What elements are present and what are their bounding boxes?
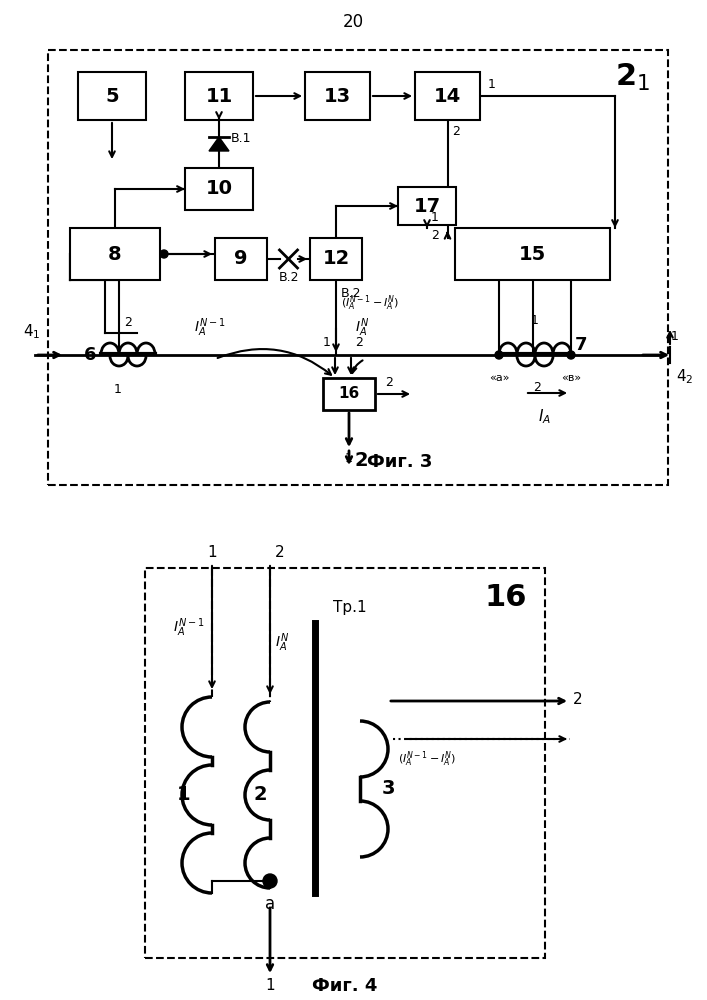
Circle shape: [263, 874, 277, 888]
Text: $4_2$: $4_2$: [676, 367, 694, 386]
Text: В.2: В.2: [341, 287, 361, 300]
Text: 3: 3: [381, 780, 395, 798]
Text: Фиг. 4: Фиг. 4: [312, 977, 378, 995]
Text: 9: 9: [234, 249, 247, 268]
Text: Тр.1: Тр.1: [333, 600, 367, 615]
Bar: [310, 238, 362, 280]
Text: 15: 15: [519, 244, 546, 263]
Text: $(I_A^{N-1}-I_A^N)$: $(I_A^{N-1}-I_A^N)$: [341, 293, 399, 313]
Text: 2: 2: [452, 125, 460, 138]
Text: $4_1$: $4_1$: [23, 322, 41, 341]
Text: В.2: В.2: [279, 271, 299, 284]
Text: 2: 2: [431, 229, 439, 242]
Text: $I_A^{N}$: $I_A^{N}$: [275, 632, 289, 654]
Text: 1: 1: [207, 545, 217, 560]
Text: 1: 1: [671, 330, 679, 343]
FancyArrowPatch shape: [351, 360, 363, 373]
Text: 2: 2: [354, 450, 368, 470]
Bar: [78, 72, 146, 120]
Text: 5: 5: [105, 87, 119, 105]
Text: 2: 2: [275, 545, 285, 560]
Bar: [455, 228, 610, 280]
Circle shape: [495, 351, 503, 359]
Bar: [185, 72, 253, 120]
Bar: [70, 228, 160, 280]
Bar: [305, 72, 370, 120]
Text: 13: 13: [324, 87, 351, 105]
Text: a: a: [265, 895, 275, 913]
Bar: [48, 50, 668, 485]
Text: 1: 1: [345, 452, 353, 465]
Text: 2: 2: [124, 316, 132, 329]
Text: 16: 16: [339, 386, 360, 401]
Text: 14: 14: [434, 87, 461, 105]
Text: 1: 1: [488, 78, 496, 91]
Text: 2: 2: [355, 336, 363, 349]
Bar: [398, 187, 456, 225]
Bar: [185, 168, 253, 210]
Text: 20: 20: [342, 13, 363, 31]
Text: 12: 12: [322, 249, 350, 268]
Circle shape: [160, 250, 168, 258]
Text: 6: 6: [83, 346, 96, 364]
Text: $\mathbf{2}_1$: $\mathbf{2}_1$: [615, 62, 650, 93]
Text: «а»: «а»: [489, 373, 509, 383]
Circle shape: [567, 351, 575, 359]
Text: 2: 2: [573, 692, 583, 706]
Text: 2: 2: [533, 381, 541, 394]
Text: 1: 1: [323, 336, 331, 349]
Text: 1: 1: [431, 211, 439, 224]
Text: 16: 16: [484, 583, 527, 612]
Text: 1: 1: [114, 383, 122, 396]
Text: 17: 17: [414, 196, 440, 216]
Text: $(I_A^{N-1}-I_A^N)$: $(I_A^{N-1}-I_A^N)$: [398, 749, 456, 769]
Bar: [145, 568, 545, 958]
Text: В.1: В.1: [231, 132, 252, 145]
Bar: [415, 72, 480, 120]
FancyArrowPatch shape: [218, 349, 331, 375]
Bar: [323, 378, 375, 410]
Text: 8: 8: [108, 244, 122, 263]
Text: 2: 2: [253, 786, 267, 804]
Text: «в»: «в»: [561, 373, 581, 383]
Text: $I_A^{N-1}$: $I_A^{N-1}$: [173, 617, 204, 639]
Text: Фиг. 3: Фиг. 3: [367, 453, 433, 471]
Text: $I_A$: $I_A$: [539, 407, 551, 426]
Text: 11: 11: [205, 87, 233, 105]
Text: 1: 1: [265, 978, 275, 993]
Text: 7: 7: [575, 336, 588, 354]
Text: 1: 1: [531, 314, 539, 327]
Text: 2: 2: [385, 376, 393, 389]
Text: 10: 10: [206, 180, 233, 198]
Text: $I_A^{N-1}$: $I_A^{N-1}$: [194, 316, 226, 339]
Text: $I_A^{N}$: $I_A^{N}$: [355, 316, 369, 339]
Bar: [215, 238, 267, 280]
Text: 1: 1: [177, 786, 191, 804]
Polygon shape: [209, 137, 229, 151]
